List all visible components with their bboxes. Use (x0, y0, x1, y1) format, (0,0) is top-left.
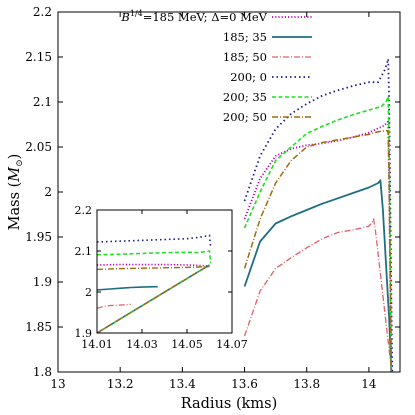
x-tick-label: 13 (50, 377, 65, 391)
inset-chart: 14.01 14.03 14.05 14.07 1.9 2 2.1 2.2 (75, 204, 248, 351)
main-curves-layer (243, 57, 394, 372)
series-line-1 (243, 120, 393, 372)
y-tick-label: 2.05 (25, 140, 52, 154)
series-line-3 (243, 218, 392, 372)
main-ticks-layer (57, 11, 400, 373)
inset-x-tick-label: 14.01 (81, 338, 113, 351)
legend-label-6: 200; 50 (223, 110, 267, 124)
inset-series-line-9 (97, 264, 210, 333)
legend-label-2: 185; 35 (223, 30, 267, 44)
legend-swatches (272, 16, 312, 118)
inset-y-tick-label: 2.1 (75, 245, 93, 258)
x-tick-label: 13.4 (169, 377, 196, 391)
inset-series-line-3 (97, 250, 212, 264)
inset-series-line-5 (97, 303, 131, 309)
inset-y-tick-label: 1.9 (75, 327, 93, 340)
x-tick-label: 13.2 (107, 377, 134, 391)
inset-x-tick-label: 14.05 (171, 338, 203, 351)
series-line-6 (243, 130, 393, 372)
legend-label-1: B1/4=185 MeV; Δ=0 MeV (120, 9, 267, 24)
series-line-2 (243, 179, 393, 372)
inset-ticks-layer (96, 209, 233, 334)
y-tick-label: 2.1 (33, 95, 52, 109)
x-axis-title: Radius (kms) (181, 396, 278, 412)
inset-series-line-1 (97, 263, 210, 267)
y-tick-label: 2.15 (25, 50, 52, 64)
series-line-4 (243, 57, 394, 372)
inset-x-tick-label: 14.03 (126, 338, 158, 351)
y-tick-label: 1.95 (25, 230, 52, 244)
inset-series-line-4 (97, 265, 210, 271)
inset-y-tick-label: 2.2 (75, 204, 93, 217)
y-tick-label: 2 (44, 185, 52, 199)
legend-label-5: 200; 35 (223, 90, 267, 104)
y-tick-label: 1.9 (33, 275, 52, 289)
series-line-5 (243, 95, 393, 372)
y-tick-label: 1.85 (25, 320, 52, 334)
x-tick-label: 14 (361, 377, 377, 391)
inset-tick-labels-layer: 14.01 14.03 14.05 14.07 1.9 2 2.1 2.2 (75, 204, 248, 351)
inset-curves-layer (97, 234, 212, 333)
inset-x-tick-label: 14.07 (216, 338, 248, 351)
legend: B1/4=185 MeV; Δ=0 MeV 185; 35 185; 50 20… (120, 9, 312, 124)
inset-series-line-6 (97, 285, 158, 291)
legend-label-4: 200; 0 (230, 70, 267, 84)
inset-y-tick-label: 2 (85, 286, 92, 299)
y-axis-title: Mass (M⊙) (7, 154, 25, 231)
y-tick-label: 1.8 (33, 365, 52, 379)
inset-frame (96, 209, 233, 334)
main-tick-labels-layer: 13 13.2 13.4 13.6 13.8 14 1.8 1.85 1.9 1.95 2 2.05 2… (25, 5, 377, 391)
legend-label-3: 185; 50 (223, 50, 267, 64)
inset-background (97, 210, 232, 333)
y-tick-label: 2.2 (33, 5, 52, 19)
x-tick-label: 13.8 (293, 377, 320, 391)
x-tick-label: 13.6 (231, 377, 258, 391)
